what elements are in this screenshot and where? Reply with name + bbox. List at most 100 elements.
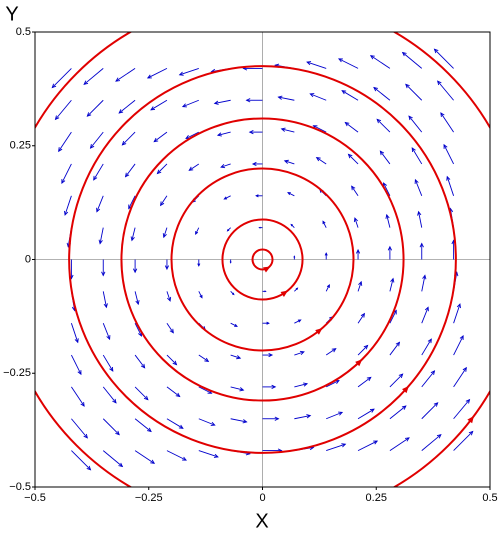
vector-arrow — [421, 306, 429, 324]
vector-arrow — [411, 147, 423, 165]
arrow-shaft — [128, 195, 136, 209]
arrow-head — [417, 210, 422, 216]
vector-arrow — [197, 259, 201, 267]
vector-arrow — [453, 335, 464, 356]
vector-arrow — [294, 319, 302, 324]
arrow-head — [268, 352, 274, 358]
vector-arrow — [134, 386, 149, 401]
x-tick-label: 0.25 — [366, 492, 387, 504]
arrow-head — [408, 115, 413, 121]
vector-arrow — [71, 450, 92, 471]
arrow-head — [459, 335, 464, 340]
arrow-shaft — [230, 386, 244, 391]
arrow-shaft — [188, 163, 200, 171]
vector-arrow — [408, 115, 423, 133]
arrow-head — [181, 103, 187, 108]
arrow-shaft — [125, 163, 136, 177]
arrow-head — [433, 48, 439, 54]
arrow-head — [341, 90, 347, 95]
arrow-shaft — [414, 179, 423, 196]
arrow-shaft — [99, 227, 104, 244]
arrow-head — [422, 274, 427, 280]
vector-arrow — [93, 163, 104, 181]
vector-arrow — [290, 223, 295, 228]
vector-arrow — [54, 99, 72, 121]
arrow-head — [234, 323, 238, 327]
vector-arrow — [258, 226, 263, 229]
vector-arrow — [385, 213, 391, 228]
arrow-shaft — [166, 322, 174, 334]
arrow-head — [355, 248, 361, 254]
plot-area — [35, 32, 490, 487]
vector-arrow — [421, 402, 439, 420]
arrow-shaft — [341, 90, 359, 101]
vector-arrow — [229, 259, 232, 264]
vector-arrow — [71, 418, 88, 439]
arrow-head — [338, 411, 344, 416]
vector-arrow — [357, 376, 372, 388]
vector-arrow — [134, 450, 156, 464]
vector-arrow — [230, 386, 245, 392]
vector-arrow — [389, 341, 401, 356]
vector-arrow — [262, 352, 274, 358]
arrow-head — [280, 127, 286, 132]
arrow-shaft — [313, 125, 327, 133]
streamline-arrow — [280, 290, 289, 297]
arrow-head — [61, 179, 66, 184]
arrow-shaft — [294, 415, 311, 420]
arrow-head — [293, 255, 296, 258]
arrow-shaft — [405, 84, 423, 101]
vector-arrow — [102, 291, 108, 309]
arrow-head — [411, 147, 416, 153]
arrow-head — [369, 408, 375, 413]
vector-arrow — [166, 386, 181, 398]
x-tick-label: −0.25 — [135, 492, 163, 504]
arrow-head — [326, 284, 330, 288]
arrow-head — [309, 93, 315, 98]
arrow-head — [164, 265, 170, 271]
vector-arrow — [178, 67, 199, 76]
vector-arrow — [121, 131, 136, 146]
arrow-head — [130, 236, 135, 242]
arrow-head — [283, 159, 289, 164]
arrow-head — [322, 220, 326, 225]
arrow-shaft — [179, 67, 199, 76]
arrow-head — [178, 71, 184, 76]
vector-arrow — [277, 95, 295, 101]
arrow-head — [248, 129, 254, 135]
vector-arrow — [181, 99, 199, 108]
streamline-arrow — [315, 328, 323, 335]
arrow-shaft — [93, 163, 104, 181]
arrow-shaft — [418, 211, 423, 228]
vector-arrow — [124, 163, 136, 178]
vector-arrow — [293, 255, 296, 260]
arrow-head — [135, 300, 140, 306]
arrow-shaft — [147, 67, 168, 79]
vector-arrow — [101, 259, 106, 277]
arrow-head — [197, 263, 201, 267]
arrow-shaft — [64, 195, 72, 216]
arrow-shaft — [357, 313, 365, 324]
arrow-shaft — [421, 370, 435, 388]
arrow-shaft — [160, 195, 168, 206]
arrow-head — [427, 338, 432, 344]
vector-arrow — [251, 161, 263, 167]
vector-arrow — [134, 418, 152, 433]
arrow-head — [306, 414, 312, 419]
vector-arrow — [115, 68, 136, 82]
arrow-head — [167, 296, 172, 302]
vector-arrow — [230, 322, 238, 327]
vector-arrow — [230, 354, 242, 360]
vector-arrow — [255, 194, 263, 198]
arrow-head — [440, 112, 445, 118]
arrow-head — [295, 287, 299, 291]
arrow-head — [89, 144, 95, 149]
streamline — [35, 32, 490, 487]
vector-arrow — [198, 418, 216, 426]
arrow-head — [414, 178, 419, 184]
arrow-shaft — [325, 380, 340, 388]
arrow-shaft — [61, 163, 72, 184]
arrow-shaft — [389, 342, 400, 356]
arrow-shaft — [322, 221, 327, 228]
